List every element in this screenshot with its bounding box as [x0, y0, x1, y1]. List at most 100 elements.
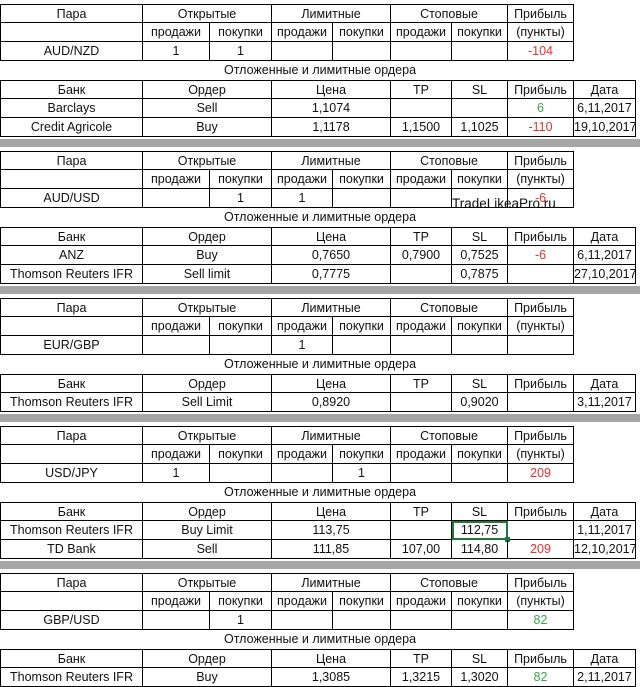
- header-open-buy[interactable]: покупки: [210, 23, 272, 42]
- order-profit-cell[interactable]: -110: [508, 118, 574, 137]
- orders-header-price[interactable]: Цена: [272, 80, 391, 99]
- stop-buy-cell[interactable]: [452, 464, 508, 483]
- header-pair-blank[interactable]: [0, 317, 143, 336]
- header-profit[interactable]: Прибыль: [508, 151, 574, 170]
- orders-header-profit[interactable]: Прибыль: [508, 502, 574, 521]
- header-limit-sell[interactable]: продажи: [272, 445, 333, 464]
- limit-sell-cell[interactable]: [272, 464, 333, 483]
- order-sl-cell[interactable]: 0,7875: [452, 265, 508, 284]
- order-date-cell[interactable]: 6,11,2017: [574, 246, 636, 265]
- order-sl-cell[interactable]: 114,80: [452, 540, 508, 559]
- orders-header-profit[interactable]: Прибыль: [508, 649, 574, 668]
- header-profit-points[interactable]: (пункты): [508, 592, 574, 611]
- header-open-sell[interactable]: продажи: [143, 170, 210, 189]
- open-buy-cell[interactable]: 1: [210, 611, 272, 630]
- header-open-buy[interactable]: покупки: [210, 592, 272, 611]
- header-profit-points[interactable]: (пункты): [508, 317, 574, 336]
- header-stop[interactable]: Стоповые: [391, 573, 508, 592]
- order-tp-cell[interactable]: 107,00: [391, 540, 452, 559]
- header-pair[interactable]: Пара: [0, 426, 143, 445]
- header-open-sell[interactable]: продажи: [143, 445, 210, 464]
- order-type-cell[interactable]: Sell limit: [143, 265, 272, 284]
- stop-sell-cell[interactable]: [391, 464, 452, 483]
- header-stop[interactable]: Стоповые: [391, 151, 508, 170]
- order-sl-cell[interactable]: [452, 99, 508, 118]
- stop-buy-cell[interactable]: [452, 189, 508, 208]
- orders-header-profit[interactable]: Прибыль: [508, 227, 574, 246]
- pair-profit-cell[interactable]: 82: [508, 611, 574, 630]
- orders-header-order[interactable]: Ордер: [143, 502, 272, 521]
- stop-sell-cell[interactable]: [391, 42, 452, 61]
- pending-orders-title[interactable]: Отложенные и лимитные ордера: [223, 63, 417, 77]
- header-open-sell[interactable]: продажи: [143, 592, 210, 611]
- orders-header-sl[interactable]: SL: [452, 374, 508, 393]
- header-stop-buy[interactable]: покупки: [452, 317, 508, 336]
- header-stop-sell[interactable]: продажи: [391, 170, 452, 189]
- order-price-cell[interactable]: 111,85: [272, 540, 391, 559]
- orders-header-order[interactable]: Ордер: [143, 80, 272, 99]
- order-tp-cell[interactable]: 0,7900: [391, 246, 452, 265]
- header-stop-sell[interactable]: продажи: [391, 317, 452, 336]
- orders-header-sl[interactable]: SL: [452, 227, 508, 246]
- header-limit-buy[interactable]: покупки: [333, 170, 391, 189]
- header-limit-sell[interactable]: продажи: [272, 592, 333, 611]
- orders-header-price[interactable]: Цена: [272, 502, 391, 521]
- header-limit[interactable]: Лимитные: [272, 151, 391, 170]
- header-open-sell[interactable]: продажи: [143, 23, 210, 42]
- order-sl-cell[interactable]: 1,1025: [452, 118, 508, 137]
- fill-handle[interactable]: [505, 537, 510, 542]
- header-limit-sell[interactable]: продажи: [272, 23, 333, 42]
- header-stop[interactable]: Стоповые: [391, 426, 508, 445]
- header-open[interactable]: Открытые: [143, 426, 272, 445]
- orders-header-sl[interactable]: SL: [452, 502, 508, 521]
- header-profit-points[interactable]: (пункты): [508, 445, 574, 464]
- header-profit[interactable]: Прибыль: [508, 573, 574, 592]
- header-profit[interactable]: Прибыль: [508, 426, 574, 445]
- pair-profit-cell[interactable]: [508, 336, 574, 355]
- stop-buy-cell[interactable]: [452, 611, 508, 630]
- order-bank-cell[interactable]: Thomson Reuters IFR: [0, 521, 143, 540]
- order-date-cell[interactable]: 3,11,2017: [574, 393, 636, 412]
- pair-profit-cell[interactable]: -6: [508, 189, 574, 208]
- orders-header-tp[interactable]: TP: [391, 80, 452, 99]
- order-profit-cell[interactable]: -6: [508, 246, 574, 265]
- pending-orders-title[interactable]: Отложенные и лимитные ордера: [223, 357, 417, 371]
- open-sell-cell[interactable]: [143, 336, 210, 355]
- orders-header-date[interactable]: Дата: [574, 374, 636, 393]
- orders-header-order[interactable]: Ордер: [143, 374, 272, 393]
- header-stop-buy[interactable]: покупки: [452, 592, 508, 611]
- header-limit-buy[interactable]: покупки: [333, 592, 391, 611]
- open-sell-cell[interactable]: 1: [143, 464, 210, 483]
- orders-header-price[interactable]: Цена: [272, 374, 391, 393]
- limit-sell-cell[interactable]: [272, 42, 333, 61]
- header-stop-buy[interactable]: покупки: [452, 170, 508, 189]
- order-profit-cell[interactable]: [508, 393, 574, 412]
- header-stop[interactable]: Стоповые: [391, 4, 508, 23]
- header-stop-sell[interactable]: продажи: [391, 592, 452, 611]
- order-price-cell[interactable]: 1,3085: [272, 668, 391, 687]
- header-pair-blank[interactable]: [0, 592, 143, 611]
- order-date-cell[interactable]: 12,10,2017: [574, 540, 636, 559]
- orders-header-order[interactable]: Ордер: [143, 227, 272, 246]
- open-buy-cell[interactable]: 1: [210, 42, 272, 61]
- limit-sell-cell[interactable]: 1: [272, 189, 333, 208]
- header-pair[interactable]: Пара: [0, 573, 143, 592]
- order-price-cell[interactable]: 0,8920: [272, 393, 391, 412]
- header-open[interactable]: Открытые: [143, 151, 272, 170]
- order-profit-cell[interactable]: [508, 265, 574, 284]
- header-stop-sell[interactable]: продажи: [391, 23, 452, 42]
- orders-header-tp[interactable]: TP: [391, 374, 452, 393]
- order-type-cell[interactable]: Buy: [143, 668, 272, 687]
- stop-buy-cell[interactable]: [452, 42, 508, 61]
- header-pair[interactable]: Пара: [0, 151, 143, 170]
- header-open[interactable]: Открытые: [143, 573, 272, 592]
- order-profit-cell[interactable]: 82: [508, 668, 574, 687]
- header-pair-blank[interactable]: [0, 445, 143, 464]
- order-profit-cell[interactable]: 6: [508, 99, 574, 118]
- header-open-buy[interactable]: покупки: [210, 317, 272, 336]
- header-limit-sell[interactable]: продажи: [272, 170, 333, 189]
- order-sl-cell[interactable]: 1,3020: [452, 668, 508, 687]
- header-profit[interactable]: Прибыль: [508, 298, 574, 317]
- open-sell-cell[interactable]: 1: [143, 42, 210, 61]
- header-profit[interactable]: Прибыль: [508, 4, 574, 23]
